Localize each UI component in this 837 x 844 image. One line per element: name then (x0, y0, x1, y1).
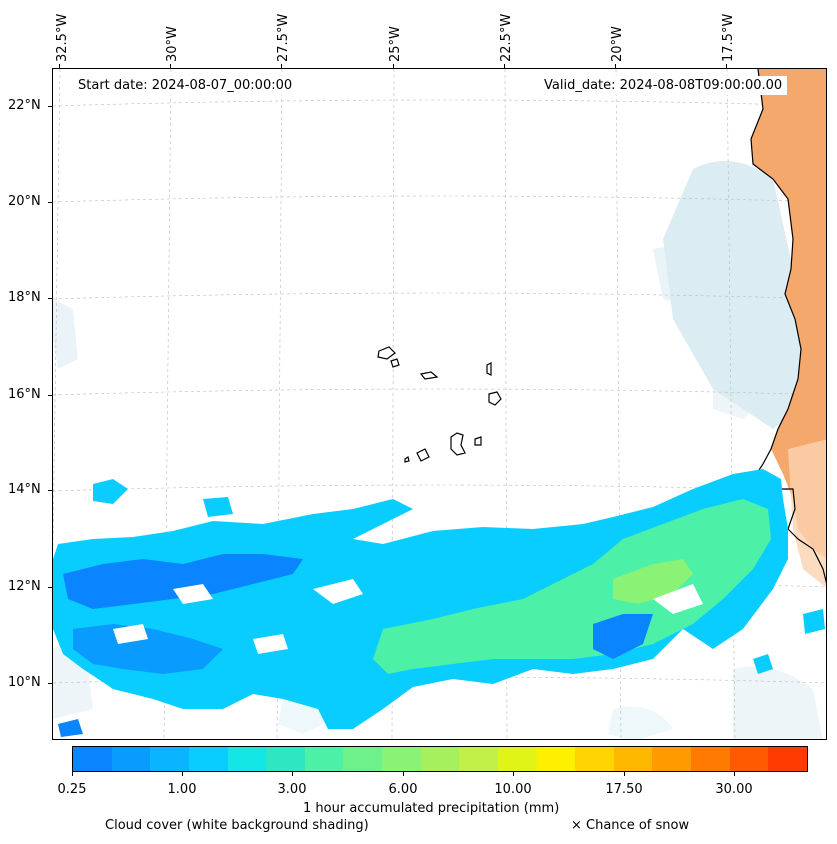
colorbar-segment (575, 747, 614, 771)
colorbar-segment (729, 747, 769, 771)
colorbar-segment (691, 747, 730, 771)
colorbar-tick (292, 772, 293, 776)
colorbar-label-30-00: 30.00 (715, 782, 753, 797)
snow-chance-note: × Chance of snow (571, 818, 690, 833)
lon-label-27-5w: 27.5°W (276, 13, 291, 62)
lon-label-30w: 30°W (165, 26, 180, 62)
colorbar-tick (72, 772, 73, 776)
lon-label-22-5w: 22.5°W (499, 13, 514, 62)
cloud-cover-note: Cloud cover (white background shading) (105, 818, 369, 833)
colorbar-label-10-00: 10.00 (494, 782, 532, 797)
lat-label-20n: 20°N (8, 194, 41, 209)
colorbar-label-6-00: 6.00 (388, 782, 418, 797)
colorbar-tick (182, 772, 183, 776)
lon-tick (281, 64, 282, 68)
lat-label-22n: 22°N (8, 98, 41, 113)
lat-tick (48, 106, 52, 107)
lat-tick (48, 490, 52, 491)
lon-label-32-5w: 32.5°W (55, 13, 70, 62)
colorbar-label-17-50: 17.50 (605, 782, 643, 797)
lat-label-12n: 12°N (8, 579, 41, 594)
lon-tick (393, 64, 394, 68)
colorbar-segment (497, 747, 537, 771)
colorbar-segment (150, 747, 189, 771)
lat-tick (48, 298, 52, 299)
lon-tick (59, 64, 60, 68)
colorbar-title: 1 hour accumulated precipitation (mm) (303, 801, 560, 816)
cape-verde-islands (377, 346, 502, 463)
colorbar-segment (459, 747, 498, 771)
colorbar-label-3-00: 3.00 (277, 782, 307, 797)
colorbar-segment (343, 747, 382, 771)
colorbar-segment (188, 747, 228, 771)
lon-label-20w: 20°W (610, 26, 625, 62)
map-canvas (53, 69, 826, 739)
lat-label-10n: 10°N (8, 675, 41, 690)
lon-label-25w: 25°W (388, 26, 403, 62)
colorbar-tick (403, 772, 404, 776)
colorbar-segment (73, 747, 112, 771)
colorbar-segment (227, 747, 267, 771)
colorbar-segment (652, 747, 691, 771)
colorbar-segment (111, 747, 151, 771)
lat-label-14n: 14°N (8, 482, 41, 497)
lat-tick (48, 395, 52, 396)
precip-colorbar (72, 746, 808, 772)
colorbar-segment (266, 747, 305, 771)
lon-tick (726, 64, 727, 68)
lat-label-18n: 18°N (8, 290, 41, 305)
precipitation-band (53, 469, 825, 737)
colorbar-tick (624, 772, 625, 776)
colorbar-tick (734, 772, 735, 776)
colorbar-tick (513, 772, 514, 776)
valid-date-label: Valid_date: 2024-08-08T09:00:00.00 (539, 76, 788, 95)
lat-tick (48, 202, 52, 203)
colorbar-segment (613, 747, 653, 771)
lat-tick (48, 587, 52, 588)
colorbar-label-1-00: 1.00 (167, 782, 197, 797)
land-west-africa (751, 69, 826, 558)
lat-tick (48, 683, 52, 684)
map-panel[interactable] (52, 68, 827, 740)
colorbar-segment (382, 747, 421, 771)
lon-label-17-5w: 17.5°W (721, 13, 736, 62)
colorbar-segment (768, 747, 807, 771)
colorbar-segment (304, 747, 344, 771)
start-date-label: Start date: 2024-08-07_00:00:00 (73, 76, 298, 95)
colorbar-segment (536, 747, 576, 771)
lon-tick (615, 64, 616, 68)
colorbar-segment (420, 747, 460, 771)
lat-label-16n: 16°N (8, 387, 41, 402)
colorbar-label-0-25: 0.25 (57, 782, 87, 797)
lon-tick (170, 64, 171, 68)
lon-tick (504, 64, 505, 68)
